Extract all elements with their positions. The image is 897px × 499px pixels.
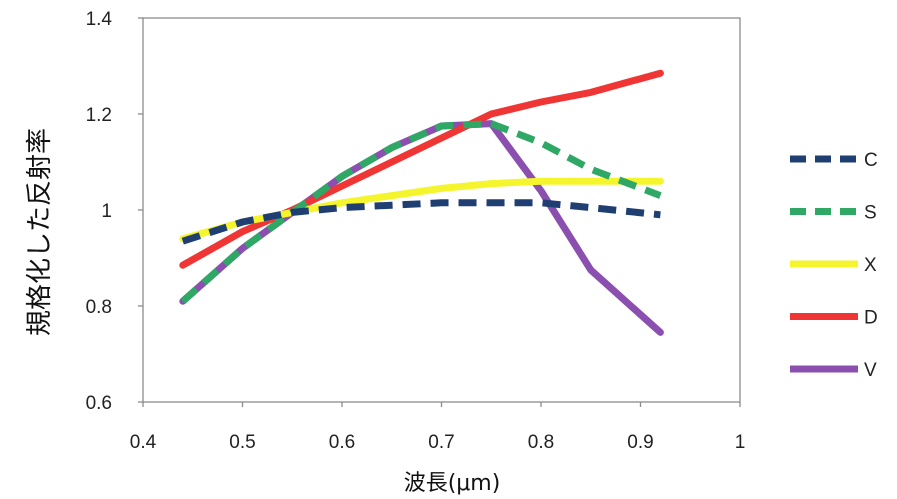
x-tick-label: 0.8 [528,432,554,453]
y-tick-label: 0.8 [86,297,112,318]
y-tick-label: 0.6 [86,393,112,414]
x-tick-label: 0.7 [428,432,454,453]
series-line-D [179,69,664,269]
x-tick-label: 0.9 [627,432,653,453]
x-axis-title: 波長(μm) [404,471,501,496]
legend-label-C: C [864,150,878,171]
y-axis-title: 規格化した反射率 [25,128,55,336]
legend-label-V: V [864,360,877,381]
y-tick-label: 1 [101,201,112,222]
x-tick-label: 1 [735,432,746,453]
x-tick-label: 0.5 [229,432,255,453]
y-tick-label: 1.2 [86,105,112,126]
legend-label-S: S [864,203,877,224]
series-line-C [181,199,661,245]
x-tick-label: 0.4 [130,432,157,453]
y-tick-label: 1.4 [86,9,113,30]
x-tick-label: 0.6 [329,432,355,453]
legend-label-X: X [864,255,877,276]
legend-label-D: D [864,308,878,329]
series-line-S [180,120,662,304]
